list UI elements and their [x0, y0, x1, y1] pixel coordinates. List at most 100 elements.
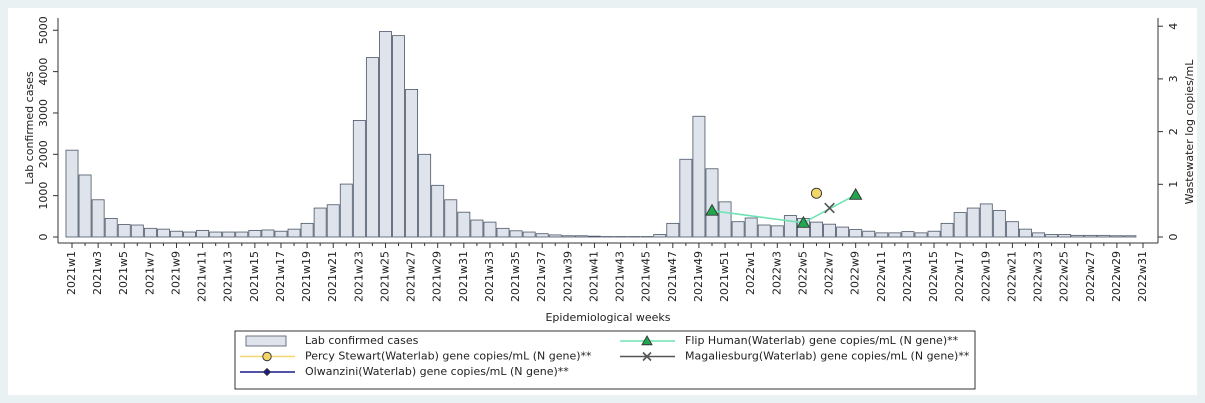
bar: [705, 168, 719, 238]
bar: [274, 230, 288, 238]
x-tick-label: 2022w31: [1136, 251, 1149, 302]
bar: [836, 226, 850, 238]
bar: [405, 88, 419, 238]
bar: [78, 174, 92, 238]
bar: [235, 231, 249, 238]
bar: [130, 224, 144, 238]
bar: [1058, 234, 1072, 238]
bar: [352, 120, 366, 238]
bar: [496, 227, 510, 238]
legend-label: Magaliesburg(Waterlab) gene copies/mL (N…: [685, 350, 970, 363]
x-tick-label: 2021w31: [457, 251, 470, 302]
bar: [574, 235, 588, 238]
x-tick-label: 2021w45: [640, 251, 653, 302]
x-tick-label: 2022w3: [770, 251, 783, 295]
y2-tick-label: 2: [1167, 128, 1180, 135]
bar: [65, 149, 79, 238]
bar: [313, 207, 327, 238]
bar: [287, 228, 301, 238]
y2-tick-label: 1: [1167, 181, 1180, 188]
y-axis-title: Lab confirmed cases: [23, 71, 36, 185]
bar: [444, 199, 458, 238]
bar: [339, 183, 353, 238]
x-tick-label: 2021w41: [587, 251, 600, 302]
bar: [666, 222, 680, 238]
x-tick-label: 2022w5: [796, 251, 809, 295]
y-tick-label: 0: [37, 234, 50, 241]
x-tick-label: 2021w3: [91, 251, 104, 295]
bar: [1097, 234, 1111, 238]
x-tick-label: 2022w29: [1110, 251, 1123, 302]
bar: [509, 230, 523, 238]
bar: [91, 199, 105, 238]
x-tick-label: 2022w23: [1032, 251, 1045, 302]
x-tick-label: 2021w35: [509, 251, 522, 302]
x-tick-label: 2021w13: [222, 251, 235, 302]
x-tick-label: 2021w19: [300, 251, 313, 302]
x-tick-label: 2021w37: [535, 251, 548, 302]
bar: [261, 229, 275, 238]
bar: [679, 158, 693, 238]
bar: [431, 184, 445, 238]
marker: [810, 187, 823, 199]
bar: [914, 232, 928, 238]
x-axis-title: Epidemiological weeks: [545, 311, 670, 324]
x-tick-label: 2022w21: [1005, 251, 1018, 302]
bar: [1045, 234, 1059, 238]
bar: [966, 207, 980, 238]
x-tick-label: 2022w7: [823, 251, 836, 295]
bar: [379, 31, 392, 238]
marker: [641, 335, 653, 346]
bar: [849, 229, 863, 238]
bar: [522, 231, 536, 238]
y-tick-label: 5000: [37, 16, 50, 44]
y-tick-label: 3000: [37, 99, 50, 127]
bar: [653, 234, 667, 238]
bar: [953, 212, 967, 238]
marker: [848, 187, 863, 200]
bar: [1071, 234, 1085, 238]
bar: [1084, 234, 1098, 238]
legend-label: Olwanzini(Waterlab) gene copies/mL (N ge…: [305, 365, 569, 378]
x-tick-label: 2022w19: [979, 251, 992, 302]
bar: [196, 229, 210, 238]
x-tick-label: 2021w29: [431, 251, 444, 302]
bar: [117, 224, 131, 238]
bar: [692, 115, 706, 238]
x-tick-label: 2022w25: [1058, 251, 1071, 302]
bar: [365, 57, 379, 238]
bar: [940, 222, 954, 238]
bar: [392, 35, 405, 238]
x-tick-label: 2022w13: [901, 251, 914, 302]
bar: [156, 228, 170, 238]
bar: [1019, 228, 1032, 238]
bar: [1110, 235, 1124, 238]
legend-label: Lab confirmed cases: [305, 334, 419, 347]
marker: [642, 351, 652, 362]
bar: [770, 225, 784, 238]
legend-swatch: [245, 335, 287, 347]
marker: [262, 367, 272, 377]
x-tick-label: 2021w25: [378, 251, 391, 302]
bar: [588, 235, 601, 238]
bar: [888, 232, 902, 238]
bar: [757, 224, 771, 238]
legend-label: Percy Stewart(Waterlab) gene copies/mL (…: [305, 350, 592, 363]
x-tick-label: 2021w27: [405, 251, 418, 302]
x-tick-label: 2021w15: [248, 251, 261, 302]
bar: [483, 221, 497, 238]
x-tick-label: 2021w5: [117, 251, 130, 295]
bar: [992, 210, 1006, 238]
legend-box: [234, 330, 976, 390]
bar: [875, 232, 889, 238]
bar: [783, 215, 797, 238]
x-tick-label: 2021w21: [326, 251, 339, 302]
bar: [927, 230, 941, 238]
bar: [418, 153, 432, 238]
x-tick-label: 2021w7: [143, 251, 156, 295]
x-tick-label: 2021w17: [274, 251, 287, 302]
bar: [1005, 221, 1019, 238]
x-tick-label: 2021w49: [692, 251, 705, 302]
bar: [535, 233, 549, 238]
